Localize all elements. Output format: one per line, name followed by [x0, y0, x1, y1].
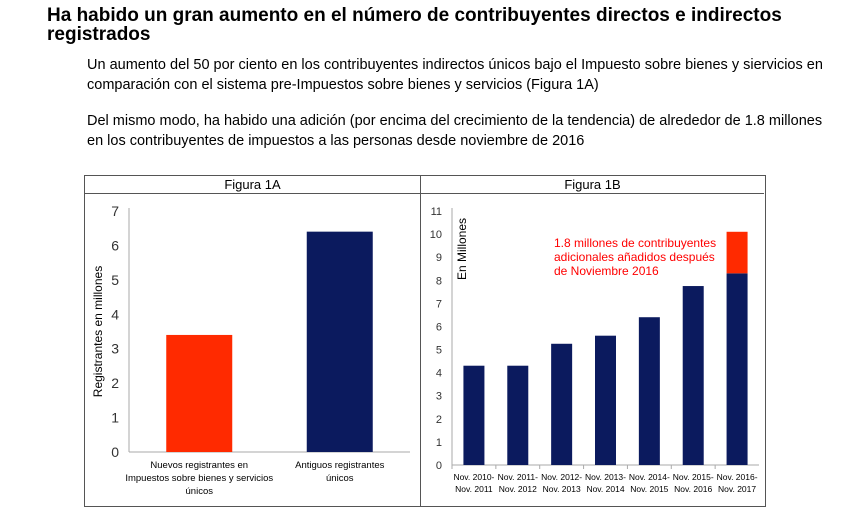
page-title: Ha habido un gran aumento en el número d… — [47, 5, 782, 45]
figure-1b-y-tick-label: 8 — [436, 275, 442, 287]
figure-1b-category-label: Nov. 2016 — [674, 484, 712, 494]
figure-1b-y-tick-label: 9 — [436, 252, 442, 264]
figure-1b-category-label: Nov. 2011 — [455, 484, 493, 494]
figure-1b-annotation-line: de Noviembre 2016 — [554, 264, 659, 278]
figure-1a-category-label: Impuestos sobre bienes y servicios — [125, 473, 273, 484]
figure-1b-bar-base — [595, 335, 616, 465]
figure-1b-chart: 0 1 2 3 4 5 6 7 8 9 10 11 En Millones Nov. 2010- Nov. … — [430, 206, 759, 494]
figure-1b-y-tick-label: 4 — [436, 368, 442, 380]
intro-paragraph-gst: Un aumento del 50 por ciento en los cont… — [87, 57, 823, 93]
figure-1b-y-tick-label: 10 — [430, 229, 442, 241]
figure-1a-category-label: únicos — [186, 486, 214, 497]
figure-1b-bar-base — [638, 317, 660, 465]
figure-1b-category-label: Nov. 2013- — [585, 472, 626, 482]
figure-1b-category-label: Nov. 2016- — [717, 472, 758, 482]
figure-1b-title: Figura 1B — [564, 177, 621, 192]
figure-1b-category-label: Nov. 2014- — [629, 472, 670, 482]
figure-1b-y-tick-label: 11 — [431, 206, 442, 218]
figure-1b-y-tick-label: 5 — [436, 345, 442, 357]
figure-1a-category-label: únicos — [326, 473, 354, 484]
figure-1a-title-rule — [85, 193, 420, 194]
figure-1a-bar — [166, 334, 233, 452]
figure-1b-category-label: Nov. 2011- — [498, 472, 538, 482]
figure-1a-y-tick-label: 6 — [111, 237, 119, 253]
figure-1a-y-axis-label: Registrantes en millones — [91, 266, 105, 397]
figure-1b-category-label: Nov. 2014 — [586, 484, 624, 494]
figure-1a-y-tick-label: 3 — [111, 341, 119, 357]
figure-1a-y-tick-label: 0 — [111, 444, 119, 460]
figure-1b-category-label: Nov. 2017 — [718, 484, 756, 494]
figure-1b-category-label: Nov. 2010- — [453, 472, 494, 482]
figure-1b-title-rule — [421, 193, 764, 194]
figure-1b-category-label: Nov. 2015 — [630, 484, 668, 494]
intro-paragraph-income-tax: Del mismo modo, ha habido una adición (p… — [87, 113, 823, 149]
figure-1b-bar-base — [726, 273, 748, 465]
figure-1a-y-tick-label: 5 — [111, 272, 119, 288]
figure-1b-y-tick-label: 6 — [436, 321, 442, 333]
figure-1a-category-label: Nuevos registrantes en — [150, 460, 248, 471]
figure-1b-y-tick-label: 0 — [436, 460, 442, 472]
figure-1b-y-tick-label: 2 — [436, 414, 442, 426]
figure-1a-title: Figura 1A — [224, 177, 281, 192]
figure-1b-y-axis-label: En Millones — [455, 218, 469, 280]
figure-1b-y-tick-label: 3 — [436, 391, 442, 403]
figure-1b-bar-base — [463, 365, 485, 465]
figure-1b-annotation-line: adicionales añadidos después — [554, 250, 715, 264]
figure-1a-bar — [306, 231, 373, 452]
figure-1b-category-label: Nov. 2012 — [499, 484, 537, 494]
figures-divider — [420, 175, 421, 507]
figure-1b-bar-base — [551, 343, 573, 465]
figure-1a-chart: 0 1 2 3 4 5 6 7 Registrantes en millones Nuevos r… — [91, 203, 410, 497]
figure-1b-category-label: Nov. 2015- — [673, 472, 714, 482]
figure-1b-annotation-line: 1.8 millones de contribuyentes — [554, 236, 716, 250]
figure-1a-category-label: Antiguos registrantes — [295, 460, 384, 471]
figure-1a-y-tick-label: 2 — [111, 375, 119, 391]
figure-1b-bar-base — [507, 365, 529, 465]
figure-1a-y-tick-label: 1 — [111, 410, 119, 426]
figure-1b-category-label: Nov. 2013 — [543, 484, 581, 494]
figure-1b-bar-added — [726, 231, 748, 274]
figure-1b-y-tick-label: 7 — [436, 298, 442, 310]
figure-1b-category-label: Nov. 2012- — [541, 472, 582, 482]
figure-1a-y-tick-label: 7 — [111, 203, 119, 219]
figure-1b-bar-base — [682, 286, 704, 465]
figure-1b-y-tick-label: 1 — [436, 437, 442, 449]
figures-frame — [84, 175, 766, 507]
figure-1a-y-tick-label: 4 — [111, 306, 119, 322]
